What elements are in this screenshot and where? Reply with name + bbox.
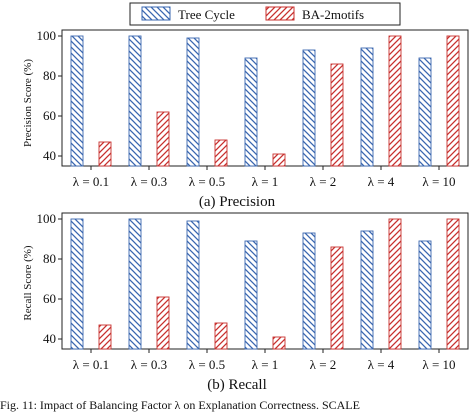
precision-bar-tree-cycle [70,35,84,167]
precision-chart: Precision Score (%) 40 60 80 100 λ = 0.1 λ = … [22,28,469,210]
recall-x-tick-label: λ = 4 [368,357,395,372]
precision-x-tick-label: λ = 0.5 [189,174,225,189]
precision-x-tick-label: λ = 10 [422,174,455,189]
precision-x-tick-label: λ = 2 [310,174,337,189]
precision-bar-ba-2motifs [388,35,402,167]
figure-caption: Fig. 11: Impact of Balancing Factor λ on… [0,398,360,412]
recall-bar-ba-2motifs [156,296,170,350]
recall-bar-ba-2motifs [330,246,344,350]
precision-x-tick-label: λ = 0.1 [73,174,109,189]
precision-x-tick-label: λ = 4 [368,174,395,189]
recall-bar-ba-2motifs [214,322,228,350]
recall-chart: Recall Score (%) 40 60 80 100 λ = 0.1 λ = 0.3… [22,211,469,393]
recall-bar-tree-cycle [418,240,432,350]
recall-plot-frame [61,212,469,350]
precision-x-tick-label: λ = 1 [252,174,279,189]
recall-bar-ba-2motifs [446,218,460,350]
recall-bar-tree-cycle [302,232,316,350]
precision-bar-ba-2motifs [214,139,228,167]
precision-y-tick-label: 100 [37,28,57,43]
recall-bar-tree-cycle [186,220,200,350]
precision-bar-ba-2motifs [330,63,344,167]
recall-bar-ba-2motifs [98,324,112,350]
precision-x-tick-label: λ = 0.3 [131,174,167,189]
recall-bar-ba-2motifs [272,336,286,350]
recall-x-tick-label: λ = 10 [422,357,455,372]
recall-x-tick-label: λ = 0.5 [189,357,225,372]
recall-y-tick-label: 60 [43,291,56,306]
recall-x-tick-label: λ = 1 [252,357,279,372]
precision-bar-tree-cycle [302,49,316,167]
recall-bar-tree-cycle [128,218,142,350]
legend-label-tree-cycle: Tree Cycle [178,7,235,22]
recall-bar-tree-cycle [360,230,374,350]
recall-x-tick-label: λ = 0.1 [73,357,109,372]
legend: Tree Cycle BA-2motifs [129,2,401,26]
recall-y-tick-label: 40 [43,331,56,346]
precision-bar-ba-2motifs [272,153,286,167]
precision-bar-ba-2motifs [156,111,170,167]
legend-swatch-ba-2motifs [265,6,295,21]
recall-y-tick-label: 80 [43,251,56,266]
recall-caption: (b) Recall [207,377,267,393]
precision-caption: (a) Precision [199,194,276,210]
precision-bar-tree-cycle [128,35,142,167]
recall-x-tick-label: λ = 0.3 [131,357,167,372]
recall-x-tick-label: λ = 2 [310,357,337,372]
precision-y-tick-label: 60 [43,108,56,123]
precision-bar-tree-cycle [418,57,432,167]
recall-y-axis-label: Recall Score (%) [22,245,34,320]
precision-bar-tree-cycle [360,47,374,167]
recall-bar-tree-cycle [244,240,258,350]
precision-y-tick-label: 40 [43,148,56,163]
precision-y-tick-label: 80 [43,68,56,83]
precision-y-axis-label: Precision Score (%) [22,59,34,147]
recall-bar-ba-2motifs [388,218,402,350]
legend-label-ba-2motifs: BA-2motifs [302,7,364,22]
recall-bar-tree-cycle [70,218,84,350]
recall-y-tick-label: 100 [37,211,57,226]
precision-bar-ba-2motifs [446,35,460,167]
precision-bar-ba-2motifs [98,141,112,167]
precision-bar-tree-cycle [244,57,258,167]
precision-bar-tree-cycle [186,37,200,167]
legend-swatch-tree-cycle [141,6,171,21]
precision-plot-frame [61,29,469,167]
